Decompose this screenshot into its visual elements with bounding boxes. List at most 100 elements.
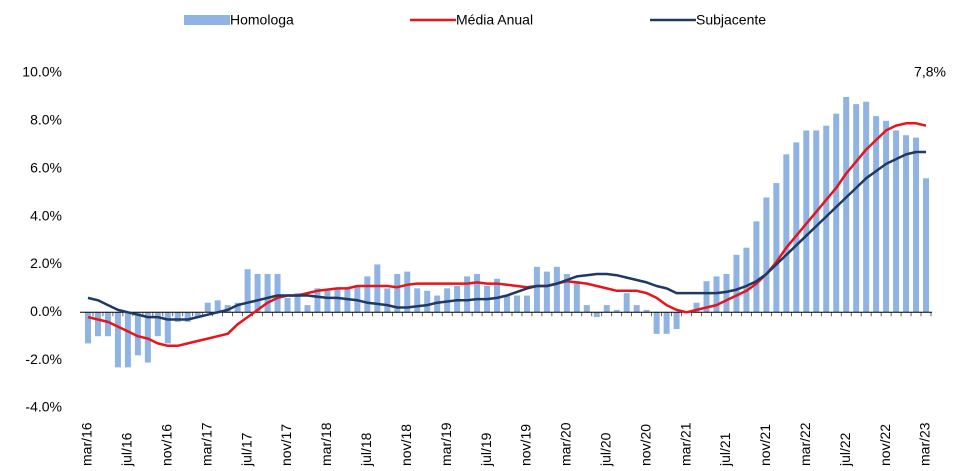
bar — [573, 281, 580, 313]
bar — [364, 276, 371, 313]
x-tick-label: jul/18 — [358, 432, 374, 467]
bar — [633, 305, 640, 313]
bar — [743, 247, 750, 313]
x-tick-label: jul/19 — [478, 432, 494, 467]
bar — [903, 135, 910, 313]
bar — [763, 197, 770, 313]
bar — [783, 154, 790, 313]
x-tick-label: mar/21 — [677, 422, 693, 466]
bar — [194, 312, 201, 318]
x-tick-label: nov/17 — [278, 424, 294, 466]
bar — [513, 295, 520, 313]
bar — [464, 276, 471, 313]
x-tick-label: nov/20 — [637, 424, 653, 466]
bar — [174, 312, 181, 322]
bar — [244, 269, 251, 313]
bar — [494, 278, 501, 313]
bar — [104, 312, 111, 337]
bar — [404, 271, 411, 313]
bar — [504, 295, 510, 313]
bar — [603, 305, 610, 313]
bar — [753, 221, 760, 313]
bar — [214, 300, 221, 313]
x-tick-label: mar/16 — [79, 422, 95, 466]
bar — [474, 274, 481, 313]
bar — [623, 293, 630, 313]
bar — [733, 254, 740, 313]
bar — [863, 101, 870, 313]
y-tick-label: 4.0% — [30, 207, 62, 223]
x-tick-label: jul/21 — [717, 432, 733, 467]
y-tick-label: 6.0% — [30, 159, 62, 175]
bar — [583, 305, 590, 313]
bar — [543, 271, 550, 313]
bar — [773, 183, 780, 313]
bar — [154, 312, 161, 337]
bar — [324, 290, 331, 313]
bar — [703, 281, 710, 313]
bar — [184, 312, 191, 322]
bar — [294, 293, 301, 313]
x-tick-label: mar/23 — [917, 422, 933, 466]
x-tick-label: mar/20 — [558, 422, 574, 466]
y-tick-label: -2.0% — [25, 351, 62, 367]
bar — [424, 290, 431, 313]
x-tick-label: nov/18 — [398, 424, 414, 466]
bar — [234, 302, 241, 313]
bar — [813, 130, 820, 313]
bar — [833, 113, 840, 313]
bar — [384, 288, 391, 313]
bar — [923, 178, 929, 313]
bar — [254, 274, 261, 313]
x-tick-label: jul/17 — [238, 432, 254, 467]
x-tick-label: mar/22 — [797, 422, 813, 466]
y-tick-label: 10.0% — [22, 64, 62, 80]
annotation: 7,8% — [914, 64, 946, 80]
x-tick-label: mar/17 — [198, 422, 214, 466]
bar — [643, 309, 650, 313]
bar — [414, 288, 421, 313]
line — [87, 122, 927, 348]
bar — [204, 302, 211, 313]
bar — [853, 104, 860, 313]
bar — [114, 312, 121, 368]
bar — [85, 312, 91, 344]
legend-label: Subjacente — [696, 12, 766, 28]
x-tick-label: jul/16 — [119, 432, 135, 467]
bar — [374, 264, 381, 313]
legend-label: Homologa — [230, 12, 294, 28]
legend-label: Média Anual — [456, 12, 533, 28]
bar — [883, 120, 890, 313]
bar — [663, 312, 670, 334]
bar — [284, 297, 291, 313]
bar — [523, 295, 530, 313]
bar — [264, 274, 271, 313]
x-tick-label: nov/21 — [757, 424, 773, 466]
bar — [593, 312, 600, 318]
x-tick-label: jul/22 — [837, 432, 853, 467]
bar — [653, 312, 660, 334]
bar — [563, 274, 570, 313]
legend-swatch — [184, 15, 230, 25]
bar — [803, 130, 810, 313]
bar — [823, 125, 830, 313]
bar — [793, 142, 800, 313]
bar — [274, 274, 281, 313]
y-tick-label: 2.0% — [30, 255, 62, 271]
bar — [304, 305, 311, 313]
bar — [913, 137, 920, 313]
x-tick-label: jul/20 — [597, 432, 613, 467]
bar — [394, 274, 401, 313]
bar — [533, 266, 540, 313]
line — [87, 150, 926, 321]
bar — [673, 312, 680, 330]
y-tick-label: 0.0% — [30, 303, 62, 319]
y-tick-label: 8.0% — [30, 112, 62, 128]
bar — [693, 302, 700, 313]
x-tick-label: nov/19 — [518, 424, 534, 466]
x-tick-label: nov/22 — [877, 424, 893, 466]
x-tick-label: mar/19 — [438, 422, 454, 466]
x-tick-label: nov/16 — [159, 424, 175, 466]
bar — [334, 288, 341, 313]
